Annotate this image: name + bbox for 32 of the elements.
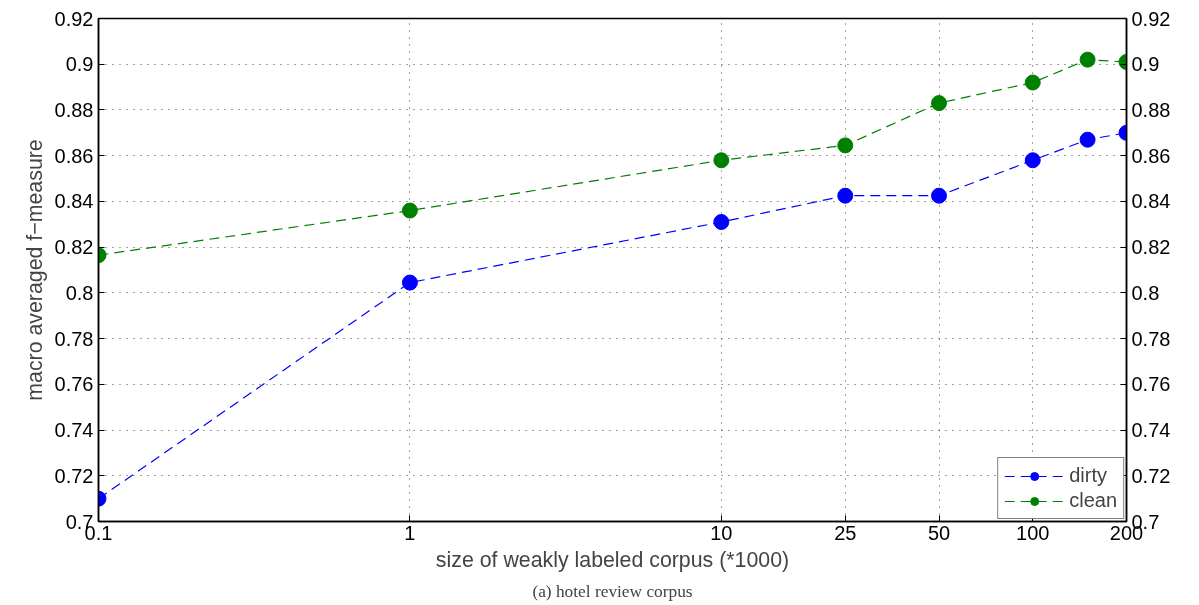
y-tick-label: 0.82 [54, 236, 94, 259]
x-tick-label: 25 [834, 521, 857, 544]
y2-tick-label: 0.8 [1131, 281, 1160, 304]
x-tick-label: 1 [404, 521, 416, 544]
y-tick-label: 0.72 [54, 464, 94, 487]
y-tick-label: 0.9 [65, 53, 94, 76]
y2-tick-label: 0.74 [1131, 419, 1171, 442]
y-tick-label: 0.76 [54, 373, 94, 396]
x-axis-title: size of weakly labeled corpus (*1000) [435, 547, 790, 572]
y2-tick-label: 0.88 [1131, 98, 1171, 121]
y-tick-label: 0.8 [65, 281, 94, 304]
y-tick-label: 0.88 [54, 98, 94, 121]
y-tick-label: 0.92 [54, 7, 94, 30]
y2-tick-label: 0.84 [1131, 190, 1171, 213]
x-tick-label: 50 [927, 521, 951, 544]
y-tick-label: 0.78 [54, 327, 94, 350]
y2-tick-label: 0.92 [1131, 7, 1171, 30]
x-tick-label: 100 [1016, 521, 1050, 544]
y2-tick-label: 0.86 [1131, 144, 1171, 167]
y-tick-label: 0.86 [54, 144, 94, 167]
legend-label: clean [1069, 489, 1117, 512]
x-tick-label: 10 [710, 521, 733, 544]
y2-tick-label: 0.82 [1131, 236, 1171, 259]
y-tick-label: 0.84 [54, 190, 94, 213]
y2-tick-label: 0.9 [1131, 53, 1160, 76]
legend-label: dirty [1069, 464, 1107, 487]
text: (a) hotel review corpus [532, 581, 693, 601]
y2-tick-label: 0.72 [1131, 464, 1171, 487]
y2-tick-label: 0.76 [1131, 373, 1171, 396]
y2-tick-label: 0.78 [1131, 327, 1171, 350]
y-tick-label: 0.74 [54, 419, 94, 442]
y-axis-title: macro averaged f−measure [22, 139, 47, 401]
